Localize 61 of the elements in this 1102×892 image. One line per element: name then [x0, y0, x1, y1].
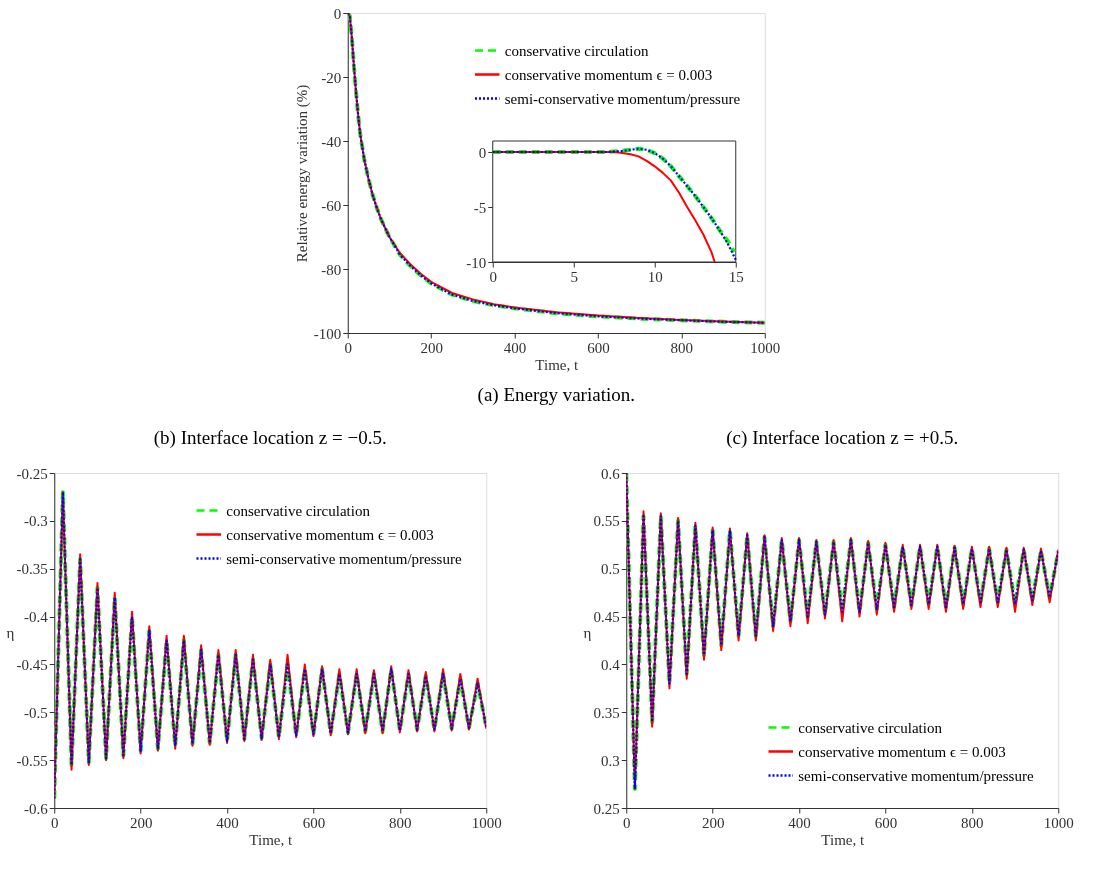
x-tick-label: 1000: [750, 339, 781, 356]
legend-label: conservative momentum ϵ = 0.003: [504, 66, 713, 83]
x-tick-label: 200: [129, 814, 153, 831]
y-axis-title: Relative energy variation (%): [293, 84, 311, 263]
legend-label: conservative circulation: [504, 42, 649, 59]
x-tick-label: 800: [389, 814, 412, 831]
x-tick-label: 600: [874, 814, 898, 831]
x-tick-label: 600: [587, 339, 610, 356]
y-tick-label: 0.6: [601, 465, 621, 482]
x-tick-label: 1000: [471, 814, 502, 831]
legend-label: conservative momentum ϵ = 0.003: [798, 743, 1006, 760]
y-tick-label: -0.5: [24, 704, 48, 721]
y-tick-label: -100: [313, 325, 342, 342]
y-tick-label: -0.45: [16, 656, 48, 673]
y-tick-label: -0.4: [24, 609, 49, 626]
y-tick-label: -0.55: [16, 752, 48, 769]
x-axis-title: Time, t: [821, 831, 865, 848]
y-tick-label: 0.5: [601, 561, 620, 578]
legend-label: semi-conservative momentum/pressure: [798, 767, 1034, 784]
text: (a) Energy variation.: [477, 384, 635, 406]
y-tick-label: 0.55: [593, 513, 620, 530]
y-tick-label: -10: [466, 254, 487, 271]
x-tick-label: 400: [216, 814, 239, 831]
x-tick-label: 400: [503, 339, 527, 356]
chart-title: (b) Interface location z = −0.5.: [153, 427, 387, 449]
x-tick-label: 800: [670, 339, 694, 356]
x-axis-title: Time, t: [249, 831, 293, 848]
y-tick-label: -20: [321, 69, 342, 86]
y-tick-label: 0: [478, 144, 487, 161]
x-tick-label: 200: [420, 339, 443, 356]
x-tick-label: 400: [788, 814, 811, 831]
y-tick-label: -60: [321, 197, 342, 214]
x-tick-label: 800: [961, 814, 984, 831]
x-tick-label: 10: [647, 268, 663, 285]
y-tick-label: -0.25: [16, 465, 48, 482]
y-tick-label: 0.4: [601, 656, 621, 673]
legend-label: semi-conservative momentum/pressure: [504, 90, 741, 107]
y-tick-label: 0: [333, 5, 342, 22]
y-tick-label: -0.6: [24, 800, 49, 817]
y-axis-title: η: [6, 625, 15, 641]
chart-title: (c) Interface location z = +0.5.: [726, 427, 959, 449]
y-tick-label: -0.3: [24, 513, 48, 530]
y-tick-label: 0.45: [593, 609, 620, 626]
y-tick-label: 0.3: [601, 752, 620, 769]
legend-label: conservative momentum ϵ = 0.003: [226, 526, 434, 543]
x-tick-label: 200: [701, 814, 725, 831]
y-tick-label: -40: [321, 133, 342, 150]
x-axis-title: Time, t: [535, 356, 579, 373]
legend-label: conservative circulation: [798, 719, 943, 736]
x-tick-label: 1000: [1043, 814, 1074, 831]
x-tick-label: 5: [570, 268, 578, 285]
y-tick-label: -5: [473, 199, 487, 216]
y-axis-title: η: [583, 625, 592, 641]
y-tick-label: -80: [321, 261, 342, 278]
x-tick-label: 600: [302, 814, 326, 831]
y-tick-label: 0.35: [593, 704, 620, 721]
y-tick-label: -0.35: [16, 561, 48, 578]
legend-label: semi-conservative momentum/pressure: [226, 550, 462, 567]
x-tick-label: 15: [728, 268, 744, 285]
legend-label: conservative circulation: [226, 502, 371, 519]
y-tick-label: 0.25: [593, 800, 620, 817]
